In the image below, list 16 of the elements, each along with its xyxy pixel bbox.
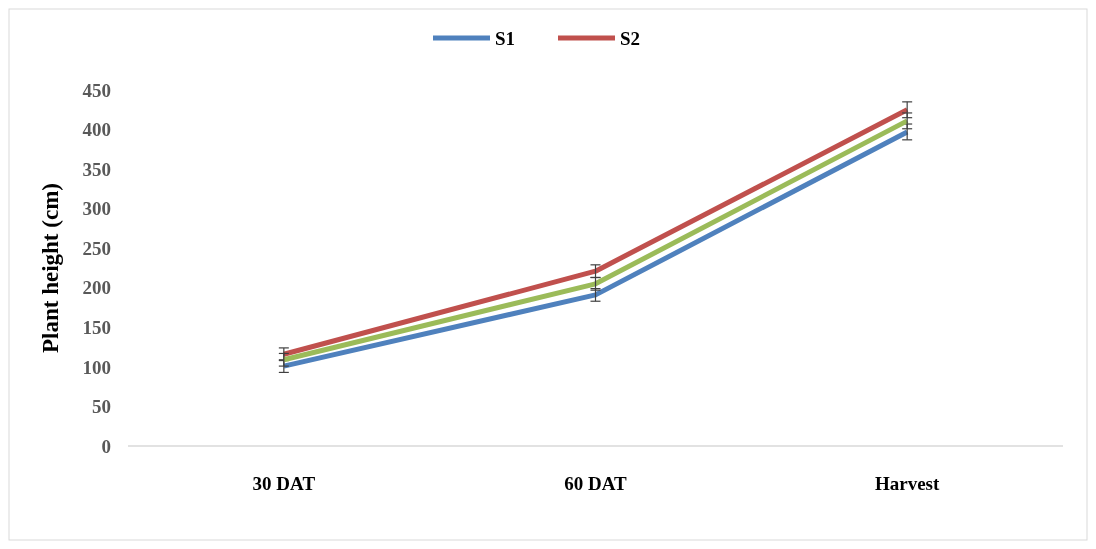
y-tick-label: 200 [82, 277, 111, 299]
legend-label: S2 [620, 27, 641, 49]
y-tick-label: 300 [82, 198, 111, 220]
y-tick-label: 450 [82, 79, 111, 101]
y-tick-label: 250 [82, 237, 111, 259]
y-tick-label: 100 [82, 356, 111, 378]
y-tick-label: 150 [82, 316, 111, 338]
x-tick-label: 60 DAT [564, 473, 628, 494]
y-tick-label: 400 [82, 119, 111, 141]
y-tick-label: 350 [82, 158, 111, 180]
y-tick-label: 0 [101, 435, 111, 457]
x-tick-label: 30 DAT [252, 473, 316, 494]
y-tick-label: 50 [92, 396, 111, 418]
legend-label: S1 [495, 27, 516, 49]
x-tick-label: Harvest [874, 473, 941, 494]
y-axis-title: Plant height (cm) [38, 183, 63, 353]
